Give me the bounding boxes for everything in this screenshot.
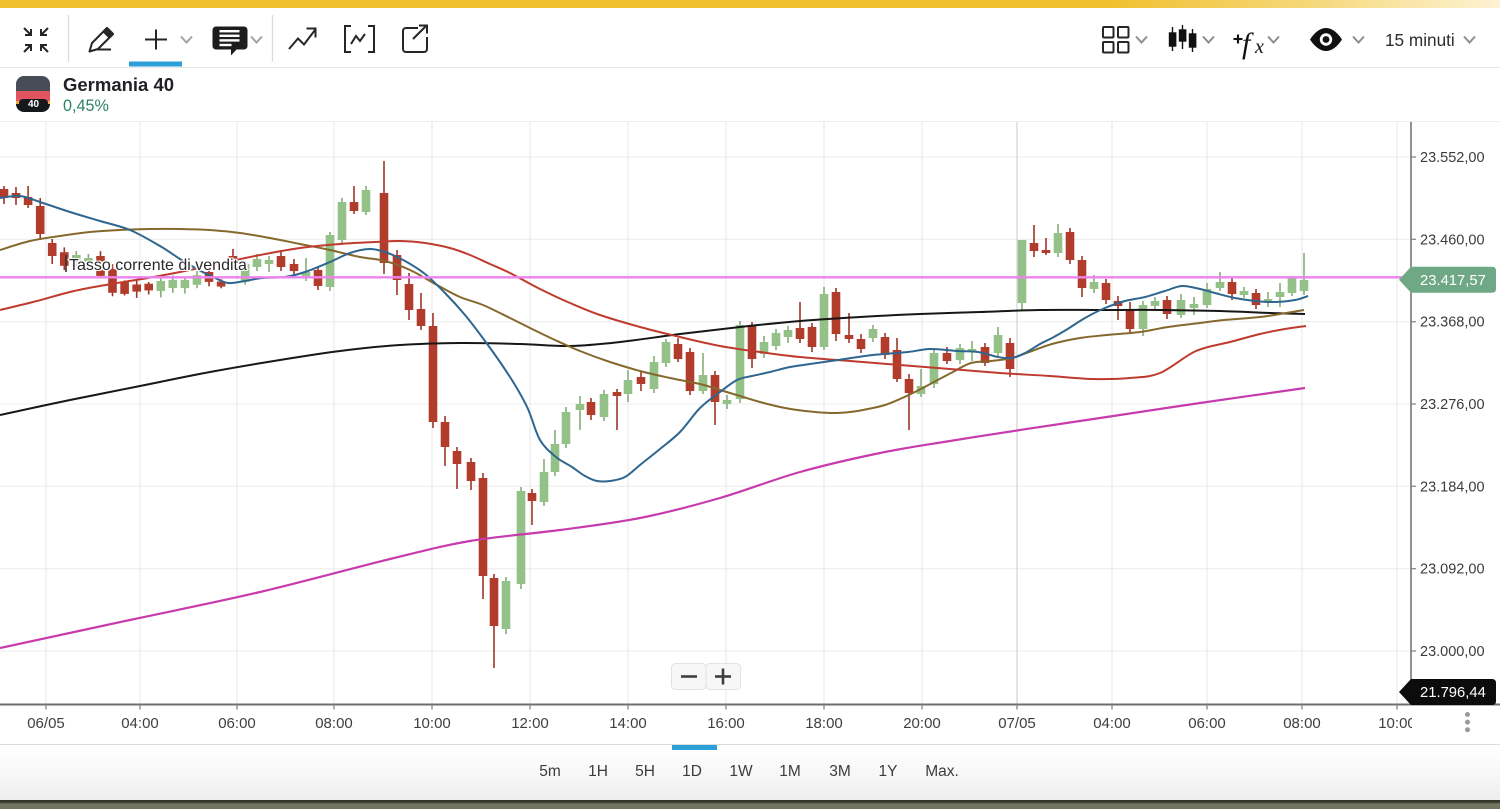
svg-text:x: x bbox=[1254, 36, 1264, 58]
svg-text:08:00: 08:00 bbox=[315, 715, 353, 732]
svg-text:14:00: 14:00 bbox=[609, 715, 647, 732]
svg-text:Tasso corrente di vendita: Tasso corrente di vendita bbox=[69, 257, 247, 274]
svg-text:21.796,44: 21.796,44 bbox=[1420, 685, 1486, 701]
svg-text:20:00: 20:00 bbox=[903, 715, 941, 732]
svg-text:06/05: 06/05 bbox=[27, 715, 65, 732]
svg-text:f: f bbox=[1242, 27, 1254, 60]
svg-text:23.092,00: 23.092,00 bbox=[1420, 562, 1485, 578]
svg-text:06:00: 06:00 bbox=[218, 715, 256, 732]
svg-text:15 minuti: 15 minuti bbox=[1385, 30, 1455, 50]
svg-text:23.184,00: 23.184,00 bbox=[1420, 479, 1485, 495]
svg-text:16:00: 16:00 bbox=[707, 715, 745, 732]
svg-text:07/05: 07/05 bbox=[998, 715, 1036, 732]
svg-text:04:00: 04:00 bbox=[121, 715, 159, 732]
svg-text:10:00: 10:00 bbox=[413, 715, 451, 732]
svg-text:23.552,00: 23.552,00 bbox=[1420, 150, 1485, 166]
svg-text:04:00: 04:00 bbox=[1093, 715, 1131, 732]
svg-text:23.368,00: 23.368,00 bbox=[1420, 315, 1485, 331]
svg-text:12:00: 12:00 bbox=[511, 715, 549, 732]
svg-text:23.276,00: 23.276,00 bbox=[1420, 397, 1485, 413]
svg-text:23.000,00: 23.000,00 bbox=[1420, 644, 1485, 660]
svg-text:06:00: 06:00 bbox=[1188, 715, 1226, 732]
svg-text:08:00: 08:00 bbox=[1283, 715, 1321, 732]
svg-text:10:00: 10:00 bbox=[1378, 715, 1416, 732]
svg-text:23.417,57: 23.417,57 bbox=[1420, 273, 1486, 289]
svg-text:23.460,00: 23.460,00 bbox=[1420, 232, 1485, 248]
svg-text:18:00: 18:00 bbox=[805, 715, 843, 732]
